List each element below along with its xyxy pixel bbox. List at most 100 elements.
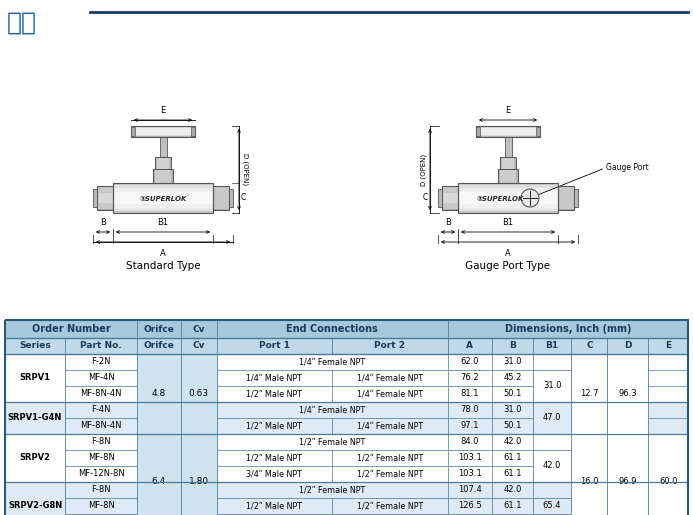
- Bar: [332, 466, 448, 482]
- Text: Cv: Cv: [193, 324, 205, 334]
- Bar: [438, 189, 442, 207]
- Bar: [217, 450, 332, 466]
- Bar: [131, 128, 195, 135]
- Text: 50.1: 50.1: [503, 421, 522, 431]
- Bar: [498, 169, 518, 183]
- Text: Cv: Cv: [193, 341, 205, 351]
- Bar: [571, 434, 608, 515]
- Bar: [217, 434, 448, 450]
- Bar: [492, 498, 533, 514]
- Bar: [137, 482, 181, 498]
- Bar: [5, 434, 65, 450]
- Bar: [332, 466, 448, 482]
- Bar: [448, 418, 492, 434]
- Bar: [492, 370, 533, 386]
- Bar: [448, 354, 492, 370]
- Bar: [181, 402, 217, 418]
- Bar: [533, 498, 571, 514]
- Bar: [217, 386, 332, 402]
- Bar: [332, 418, 448, 434]
- Bar: [137, 354, 181, 370]
- Bar: [492, 482, 533, 498]
- Bar: [217, 514, 332, 515]
- Bar: [608, 514, 649, 515]
- Text: 6.4: 6.4: [152, 477, 166, 487]
- Bar: [65, 386, 137, 402]
- Text: F-8N: F-8N: [91, 438, 111, 447]
- Bar: [137, 434, 181, 450]
- Bar: [332, 514, 448, 515]
- Text: E: E: [505, 106, 511, 115]
- Bar: [113, 192, 213, 204]
- Bar: [131, 126, 195, 137]
- Bar: [448, 466, 492, 482]
- Bar: [608, 386, 649, 402]
- Bar: [217, 514, 332, 515]
- Text: SRPV2: SRPV2: [19, 454, 51, 462]
- Text: 0.63: 0.63: [188, 389, 209, 399]
- Bar: [448, 514, 492, 515]
- Bar: [448, 354, 492, 370]
- Bar: [448, 386, 492, 402]
- Text: ③SUPERLOK: ③SUPERLOK: [476, 196, 524, 202]
- Bar: [492, 370, 533, 386]
- Bar: [442, 186, 458, 210]
- Bar: [5, 370, 65, 386]
- Bar: [137, 498, 181, 514]
- Bar: [65, 418, 137, 434]
- Bar: [181, 450, 217, 466]
- Bar: [137, 370, 181, 386]
- Text: 31.0: 31.0: [503, 357, 522, 367]
- Bar: [448, 386, 492, 402]
- Text: Order Number: Order Number: [32, 324, 110, 334]
- Bar: [533, 450, 571, 482]
- Text: 50.1: 50.1: [503, 389, 522, 399]
- Bar: [213, 186, 229, 210]
- Text: MF-8N-4N: MF-8N-4N: [80, 421, 122, 431]
- Bar: [5, 514, 65, 515]
- Text: F-2N: F-2N: [91, 357, 111, 367]
- Bar: [332, 450, 448, 466]
- Bar: [533, 514, 571, 515]
- Text: 1/4ʺ Female NPT: 1/4ʺ Female NPT: [299, 357, 365, 367]
- Bar: [571, 386, 608, 402]
- Bar: [181, 354, 217, 370]
- Bar: [533, 370, 571, 386]
- Bar: [476, 127, 540, 136]
- Bar: [65, 354, 137, 370]
- Text: 31.0: 31.0: [503, 405, 522, 415]
- Bar: [571, 498, 608, 514]
- Bar: [5, 466, 65, 482]
- Bar: [649, 514, 688, 515]
- Text: 84.0: 84.0: [461, 438, 479, 447]
- Bar: [217, 386, 332, 402]
- Bar: [448, 466, 492, 482]
- Bar: [217, 354, 332, 370]
- Bar: [5, 402, 65, 434]
- Text: 尺寸: 尺寸: [7, 11, 37, 35]
- Text: Gauge Port Type: Gauge Port Type: [466, 261, 550, 271]
- Bar: [442, 187, 458, 209]
- Bar: [5, 482, 65, 515]
- Text: E: E: [665, 341, 672, 351]
- Bar: [97, 186, 113, 210]
- Bar: [608, 338, 649, 354]
- Text: 1/2ʺ Male NPT: 1/2ʺ Male NPT: [246, 454, 302, 462]
- Bar: [213, 186, 229, 210]
- Text: Port 1: Port 1: [259, 341, 290, 351]
- Text: Standard Type: Standard Type: [125, 261, 200, 271]
- Bar: [476, 128, 540, 135]
- Bar: [533, 402, 571, 434]
- Bar: [332, 370, 448, 386]
- Bar: [458, 183, 558, 213]
- Bar: [217, 450, 332, 466]
- Bar: [217, 370, 332, 386]
- Bar: [5, 354, 65, 402]
- Bar: [65, 514, 137, 515]
- Text: 61.1: 61.1: [503, 470, 522, 478]
- Bar: [332, 354, 448, 370]
- Bar: [649, 434, 688, 515]
- Bar: [155, 169, 171, 183]
- Text: Part No.: Part No.: [80, 341, 122, 351]
- Bar: [448, 434, 492, 450]
